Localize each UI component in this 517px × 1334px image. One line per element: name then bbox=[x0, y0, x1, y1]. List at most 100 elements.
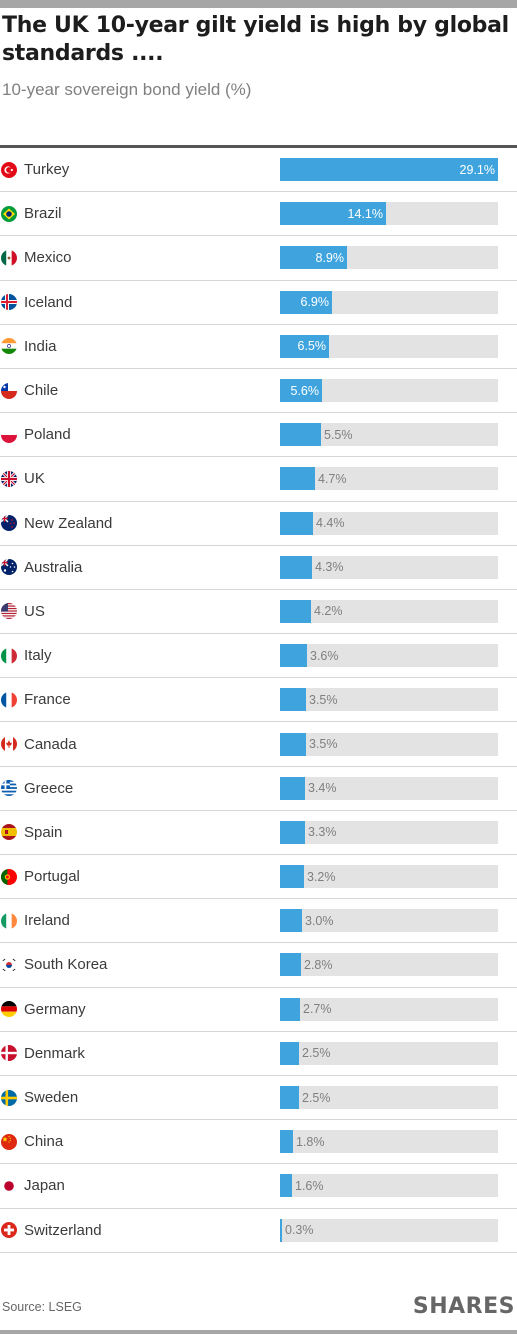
bar-mexico bbox=[280, 246, 347, 270]
bar-track-switzerland: 0.3% bbox=[280, 1218, 498, 1242]
data-label-turkey: 29.1% bbox=[459, 162, 495, 177]
bar-track-sweden: 2.5% bbox=[280, 1086, 498, 1110]
us-flag-icon bbox=[1, 603, 17, 620]
iceland-flag-icon bbox=[1, 294, 17, 311]
data-label-switzerland: 0.3% bbox=[285, 1223, 314, 1238]
data-label-ireland: 3.0% bbox=[305, 913, 334, 928]
category-label-us: US bbox=[24, 602, 45, 620]
bar-iceland bbox=[280, 290, 332, 314]
category-label-south-korea: South Korea bbox=[24, 956, 108, 974]
chile-flag-icon bbox=[1, 382, 17, 399]
data-label-iceland: 6.9% bbox=[300, 295, 330, 310]
bar-japan bbox=[280, 1174, 292, 1198]
data-label-uk: 4.7% bbox=[318, 471, 347, 486]
brand-logo: SHARES bbox=[412, 1294, 515, 1319]
spain-flag-icon bbox=[1, 824, 17, 841]
india-flag-icon bbox=[1, 338, 17, 355]
switzerland-flag-icon bbox=[1, 1222, 17, 1239]
data-label-south-korea: 2.8% bbox=[304, 957, 333, 972]
bar-india bbox=[280, 334, 329, 358]
category-label-spain: Spain bbox=[24, 823, 63, 841]
category-label-ireland: Ireland bbox=[24, 912, 70, 930]
data-label-spain: 3.3% bbox=[308, 825, 337, 840]
category-label-poland: Poland bbox=[24, 426, 71, 444]
chart-row-iceland: Iceland 6.9% bbox=[0, 281, 517, 325]
bar-china bbox=[280, 1130, 293, 1154]
category-label-iceland: Iceland bbox=[24, 293, 73, 311]
chart-row-italy: Italy 3.6% bbox=[0, 634, 517, 679]
bar-australia bbox=[280, 555, 312, 579]
chart-row-india: India 6.5% bbox=[0, 325, 517, 369]
chart-row-south-korea: South Korea 2.8% bbox=[0, 943, 517, 988]
portugal-flag-icon bbox=[1, 868, 17, 885]
category-label-turkey: Turkey bbox=[24, 161, 70, 179]
bar-track-italy: 3.6% bbox=[280, 644, 498, 668]
denmark-flag-icon bbox=[1, 1045, 17, 1062]
chart-row-china: China 1.8% bbox=[0, 1120, 517, 1165]
chart-row-germany: Germany 2.7% bbox=[0, 988, 517, 1032]
category-label-denmark: Denmark bbox=[24, 1044, 85, 1062]
category-label-china: China bbox=[24, 1133, 64, 1151]
data-label-japan: 1.6% bbox=[295, 1178, 324, 1193]
bar-switzerland bbox=[280, 1218, 282, 1242]
chart-row-portugal: Portugal 3.2% bbox=[0, 855, 517, 900]
category-label-uk: UK bbox=[24, 470, 45, 488]
data-label-china: 1.8% bbox=[296, 1134, 325, 1149]
bar-track-new-zealand: 4.4% bbox=[280, 511, 498, 535]
header-rule bbox=[0, 145, 517, 148]
bar-track-japan: 1.6% bbox=[280, 1174, 498, 1198]
data-label-brazil: 14.1% bbox=[347, 206, 383, 221]
bar-track-iceland: 6.9% bbox=[280, 290, 498, 314]
chart-row-us: US 4.2% bbox=[0, 590, 517, 635]
bar-germany bbox=[280, 997, 300, 1021]
category-label-switzerland: Switzerland bbox=[24, 1221, 102, 1239]
chart-row-uk: UK 4.7% bbox=[0, 457, 517, 502]
chart-row-denmark: Denmark 2.5% bbox=[0, 1032, 517, 1076]
category-label-india: India bbox=[24, 337, 57, 355]
top-border bbox=[0, 0, 517, 8]
bar-track-chile: 5.6% bbox=[280, 379, 498, 403]
bar-ireland bbox=[280, 909, 302, 933]
bar-poland bbox=[280, 423, 321, 447]
uk-flag-icon bbox=[1, 470, 17, 487]
chart-subtitle: 10-year sovereign bond yield (%) bbox=[2, 80, 252, 99]
chart-title: The UK 10-year gilt yield is high by glo… bbox=[2, 13, 509, 66]
data-label-germany: 2.7% bbox=[303, 1002, 332, 1017]
greece-flag-icon bbox=[1, 780, 17, 797]
data-label-canada: 3.5% bbox=[309, 737, 338, 752]
bar-greece bbox=[280, 776, 305, 800]
chart-row-greece: Greece 3.4% bbox=[0, 767, 517, 811]
data-label-denmark: 2.5% bbox=[302, 1046, 331, 1061]
bar-uk bbox=[280, 467, 315, 491]
china-flag-icon bbox=[1, 1133, 17, 1150]
bottom-border bbox=[0, 1330, 517, 1334]
bar-portugal bbox=[280, 865, 304, 889]
bar-us bbox=[280, 599, 311, 623]
data-label-mexico: 8.9% bbox=[315, 250, 345, 265]
germany-flag-icon bbox=[1, 1001, 17, 1018]
data-label-chile: 5.6% bbox=[290, 383, 320, 398]
chart-row-spain: Spain 3.3% bbox=[0, 811, 517, 855]
category-label-mexico: Mexico bbox=[24, 249, 72, 267]
category-label-chile: Chile bbox=[24, 382, 59, 400]
data-label-portugal: 3.2% bbox=[307, 869, 336, 884]
bar-track-portugal: 3.2% bbox=[280, 865, 498, 889]
data-label-sweden: 2.5% bbox=[302, 1090, 331, 1105]
chart-row-ireland: Ireland 3.0% bbox=[0, 899, 517, 944]
sweden-flag-icon bbox=[1, 1089, 17, 1106]
data-label-greece: 3.4% bbox=[308, 781, 337, 796]
bar-france bbox=[280, 688, 306, 712]
bar-canada bbox=[280, 732, 306, 756]
data-label-poland: 5.5% bbox=[324, 427, 353, 442]
bar-chile bbox=[280, 379, 322, 403]
bar-track-australia: 4.3% bbox=[280, 555, 498, 579]
bar-new-zealand bbox=[280, 511, 313, 535]
mexico-flag-icon bbox=[1, 249, 17, 266]
category-label-new-zealand: New Zealand bbox=[24, 514, 113, 532]
bar-track-india: 6.5% bbox=[280, 334, 498, 358]
canada-flag-icon bbox=[1, 736, 17, 753]
data-label-new-zealand: 4.4% bbox=[316, 516, 345, 531]
chart-row-france: France 3.5% bbox=[0, 678, 517, 723]
data-label-us: 4.2% bbox=[314, 604, 343, 619]
bar-track-mexico: 8.9% bbox=[280, 246, 498, 270]
